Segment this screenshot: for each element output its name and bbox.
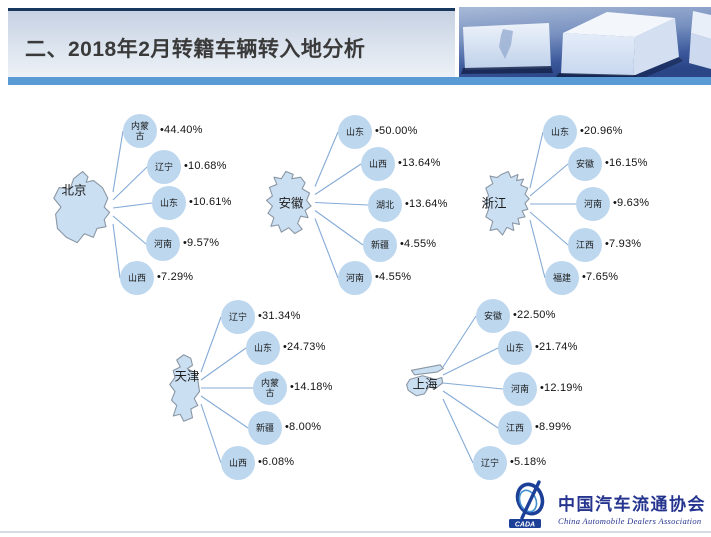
cluster-shanghai: 上海 安徽 •22.50% 山东 •21.74% 河南 •12.19% 江西 •8.99% 辽宁 •…	[390, 295, 602, 491]
cluster-beijing: 北京 内蒙古 •44.40% 辽宁 •10.68% 山东 •10.61% 河南 •9.57% 山西…	[28, 106, 240, 302]
beijing-map-silhouette	[52, 168, 115, 248]
percentage-label: •13.64%	[405, 198, 448, 210]
percentage-label: •8.00%	[285, 421, 322, 433]
province-node: 山西	[361, 147, 395, 181]
slide-header: 二、2018年2月转籍车辆转入地分析	[8, 7, 711, 80]
percentage-label: •13.64%	[398, 157, 441, 169]
cluster-zhejiang: 浙江 山东 •20.96% 安徽 •16.15% 河南 •9.63% 江西 •7.93% 福建 •7…	[458, 106, 670, 302]
cada-acronym-text: CADA	[515, 522, 535, 529]
connector-lines	[112, 130, 153, 279]
province-node: 辽宁	[221, 300, 255, 334]
province-node: 江西	[568, 228, 602, 262]
percentage-label: •8.99%	[535, 421, 572, 433]
percentage-label: •14.18%	[290, 381, 333, 393]
connector-lines	[529, 131, 576, 279]
province-node: 山西	[221, 446, 255, 480]
connector-lines	[314, 131, 369, 279]
cluster-tianjin: 天津 辽宁 •31.34% 山东 •24.73% 内蒙古 •14.18% 新疆 •8.00% 山西…	[140, 295, 352, 491]
province-node: 山东	[152, 186, 186, 220]
slide-title: 二、2018年2月转籍车辆转入地分析	[25, 38, 366, 61]
province-node: 山东	[338, 115, 372, 149]
shanghai-map-silhouette	[405, 363, 445, 403]
province-node: 湖北	[368, 188, 402, 222]
cada-logo: CADA 中国汽车流通协会 China Automobile Dealers A…	[509, 480, 706, 528]
percentage-label: •31.34%	[258, 310, 301, 322]
percentage-label: •50.00%	[375, 125, 418, 137]
zhejiang-map-silhouette	[483, 170, 532, 238]
hub-label: 浙江	[481, 196, 507, 211]
percentage-label: •6.08%	[258, 456, 295, 468]
province-node: 山东	[543, 115, 577, 149]
province-node: 山西	[120, 261, 154, 295]
anhui-map-silhouette	[265, 170, 317, 235]
province-node: 山东	[246, 331, 280, 365]
connector-lines	[442, 315, 504, 464]
province-node: 安徽	[568, 147, 602, 181]
hub-label: 安徽	[278, 196, 304, 211]
percentage-label: •20.96%	[580, 125, 623, 137]
org-name-en: China Automobile Dealers Association	[558, 516, 702, 526]
percentage-label: •4.55%	[375, 271, 412, 283]
percentage-label: •7.93%	[605, 238, 642, 250]
percentage-label: •10.68%	[184, 160, 227, 172]
percentage-label: •5.18%	[510, 456, 547, 468]
tianjin-map-silhouette	[168, 353, 203, 423]
province-node: 江西	[498, 411, 532, 445]
cubes-decoration-image	[455, 7, 711, 80]
province-node: 内蒙古	[253, 371, 287, 405]
percentage-label: •12.19%	[540, 382, 583, 394]
province-node: 河南	[146, 227, 180, 261]
percentage-label: •4.55%	[400, 238, 437, 250]
hub-label: 北京	[61, 183, 87, 198]
cluster-anhui: 安徽 山东 •50.00% 山西 •13.64% 湖北 •13.64% 新疆 •4.55% 河南 •…	[253, 106, 465, 302]
percentage-label: •16.15%	[605, 157, 648, 169]
province-node: 辽宁	[147, 150, 181, 184]
connector-lines	[200, 316, 253, 464]
percentage-label: •24.73%	[283, 341, 326, 353]
cada-logo-mark: CADA	[509, 480, 545, 529]
province-node: 安徽	[476, 299, 510, 333]
percentage-label: •10.61%	[189, 196, 232, 208]
province-node: 福建	[545, 261, 579, 295]
percentage-label: •9.57%	[183, 237, 220, 249]
province-node: 辽宁	[473, 446, 507, 480]
percentage-label: •22.50%	[513, 309, 556, 321]
hub-label: 天津	[174, 369, 200, 384]
percentage-label: •7.65%	[582, 271, 619, 283]
footer-divider	[0, 531, 711, 533]
province-node: 山东	[498, 331, 532, 365]
percentage-label: •7.29%	[157, 271, 194, 283]
org-name-cn: 中国汽车流通协会	[558, 495, 706, 514]
province-node: 新疆	[248, 411, 282, 445]
province-node: 河南	[576, 187, 610, 221]
percentage-label: •9.63%	[613, 197, 650, 209]
hub-label: 上海	[412, 377, 438, 392]
cubes-illustration	[459, 7, 711, 80]
header-accent-strip	[8, 77, 711, 85]
province-node: 新疆	[363, 228, 397, 262]
province-node: 河南	[503, 372, 537, 406]
province-node: 内蒙古	[123, 114, 157, 148]
percentage-label: •21.74%	[535, 341, 578, 353]
percentage-label: •44.40%	[160, 124, 203, 136]
province-node: 河南	[338, 261, 372, 295]
